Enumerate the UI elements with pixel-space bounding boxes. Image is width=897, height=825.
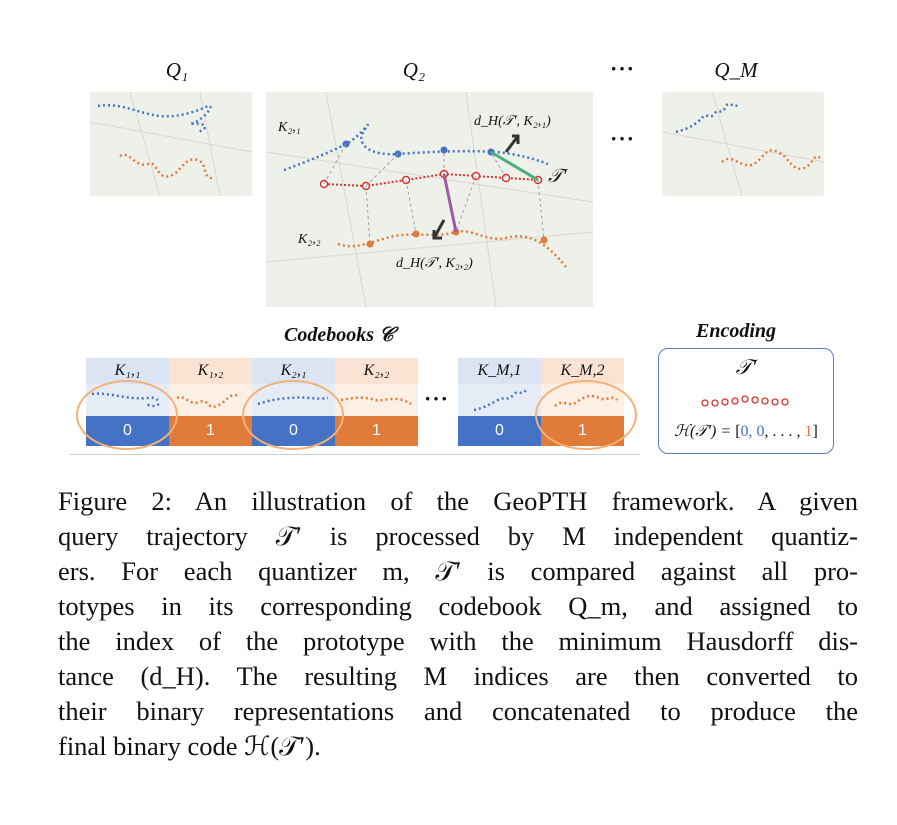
caption-line: their binary representations and concate… (58, 696, 858, 726)
codebook-cell-label: K₂,₁ (252, 358, 335, 384)
encoding-formula-open: [ (735, 423, 741, 440)
qm-trajectories (662, 92, 824, 196)
codebook-cell-label: K₁,₂ (169, 358, 252, 384)
caption-line: Figure 2: An illustration of the GeoPTH … (58, 486, 858, 516)
figure-caption: Figure 2: An illustration of the GeoPTH … (58, 484, 858, 764)
codebook-cell-trajectory (541, 384, 624, 416)
codebook-cell-label: K₁,₁ (86, 358, 169, 384)
encoding-formula-prefix: ℋ(𝒯′) = (674, 423, 736, 440)
codebook-cell-trajectory (252, 384, 335, 416)
codebook-cell-bit: 0 (458, 416, 541, 446)
codebook-cell-trajectory (86, 384, 169, 416)
codebook-cell-bit: 1 (335, 416, 418, 446)
qm-map-panel (662, 92, 824, 196)
codebook-cell-bit: 0 (252, 416, 335, 446)
caption-line: the index of the prototype with the mini… (58, 626, 858, 656)
q2-trajectories (266, 92, 593, 307)
encoding-t-prime: 𝒯′ (735, 355, 757, 379)
caption-line: query trajectory 𝒯′ is processed by M in… (58, 521, 858, 551)
dh-k22-label: d_H(𝒯′, K₂,₂) (396, 256, 473, 271)
codebook-cell-label: K_M,1 (458, 358, 541, 384)
encoding-box: 𝒯′ ℋ(𝒯′) = [0, 0, . . . , 1] (658, 348, 834, 454)
encoding-trajectory (701, 395, 789, 407)
qm-label: Q_M (714, 58, 758, 82)
encoding-formula: ℋ(𝒯′) = [0, 0, . . . , 1] (659, 421, 833, 441)
codebook-cell-trajectory (169, 384, 252, 416)
codebook-cell-trajectory (335, 384, 418, 416)
codebook-divider (70, 454, 640, 455)
codebook-cell-bit: 1 (169, 416, 252, 446)
codebook-cell-label: K_M,2 (541, 358, 624, 384)
dh-k21-label: d_H(𝒯′, K₂,₁) (474, 114, 551, 129)
caption-line: ers. For each quantizer m, 𝒯′ is compare… (58, 556, 858, 586)
q2-label: Q₂ (402, 58, 426, 82)
middle-ellipsis: ··· (610, 126, 636, 151)
codebook-cell-bit: 0 (86, 416, 169, 446)
encoding-heading: Encoding (696, 320, 777, 342)
caption-line: totypes in its corresponding codebook Q_… (58, 591, 858, 621)
q2-map-panel: K₂,₁ d_H(𝒯′, K₂,₁) 𝒯′ K₂,₂ d_H(𝒯′, K₂,₂) (266, 92, 593, 307)
encoding-formula-one: 1 (804, 423, 813, 440)
k22-label: K₂,₂ (298, 232, 321, 247)
caption-line: final binary code ℋ(𝒯′). (58, 731, 321, 761)
q1-label: Q₁ (165, 58, 189, 82)
codebook-cell-trajectory (458, 384, 541, 416)
codebook-cell-bit: 1 (541, 416, 624, 446)
k21-label: K₂,₁ (278, 120, 301, 135)
t-prime-label: 𝒯′ (548, 166, 567, 187)
top-ellipsis: ··· (610, 56, 636, 81)
q1-map-panel (90, 92, 252, 196)
encoding-formula-close: ] (812, 423, 818, 440)
q1-trajectories (90, 92, 252, 196)
encoding-formula-mid: , . . . , (764, 423, 805, 440)
codebook-cell-label: K₂,₂ (335, 358, 418, 384)
codebook-ellipsis: ··· (424, 386, 450, 411)
caption-line: tance (d_H). The resulting M indices are… (58, 661, 858, 691)
codebooks-heading: Codebooks 𝒞 (284, 324, 394, 346)
encoding-formula-zeros: 0, 0 (740, 423, 765, 440)
